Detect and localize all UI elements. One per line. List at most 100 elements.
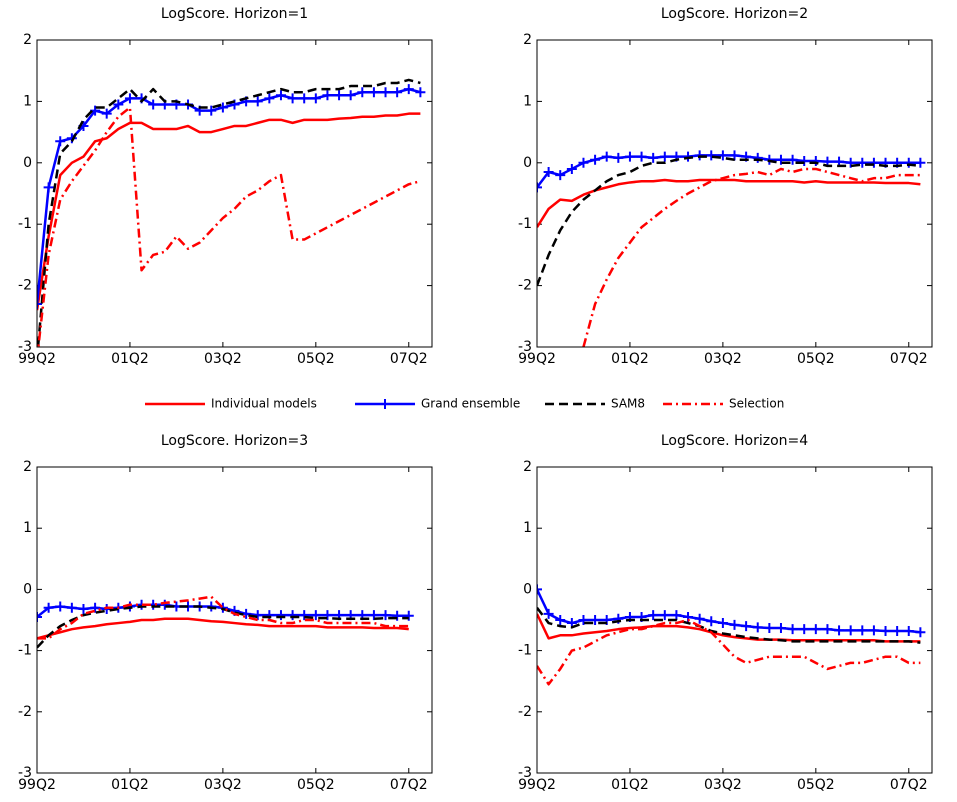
- series-marker: [252, 96, 263, 107]
- y-tick-label: 1: [23, 520, 32, 536]
- series-marker: [37, 611, 42, 622]
- x-tick-label: 99Q2: [518, 351, 556, 367]
- series-marker: [845, 625, 856, 636]
- series-marker: [543, 167, 554, 178]
- x-tick-label: 07Q2: [890, 351, 928, 367]
- series-marker: [659, 151, 670, 162]
- series-marker: [206, 105, 217, 116]
- y-tick-label: 0: [23, 581, 32, 597]
- series-marker: [636, 151, 647, 162]
- series-line: [537, 588, 921, 634]
- series-marker: [648, 610, 659, 621]
- series-marker: [868, 625, 879, 636]
- series-marker: [310, 93, 321, 104]
- series-marker: [892, 626, 903, 637]
- series-marker: [264, 93, 275, 104]
- series-line: [537, 155, 921, 287]
- series-marker: [555, 615, 566, 625]
- series-marker: [322, 90, 333, 101]
- x-tick-label: 99Q2: [18, 351, 56, 367]
- y-tick-label: 1: [523, 93, 532, 109]
- series-marker: [717, 150, 728, 161]
- x-tick-label: 03Q2: [704, 777, 742, 793]
- series-marker: [857, 625, 868, 636]
- series-marker: [752, 152, 763, 163]
- series-line: [37, 78, 421, 347]
- series-line: [537, 613, 921, 643]
- series-line: [37, 87, 421, 305]
- x-tick-label: 07Q2: [390, 777, 428, 793]
- plot-area: [37, 78, 426, 347]
- series-marker: [915, 157, 926, 168]
- series-marker: [55, 601, 66, 612]
- series-marker: [299, 610, 310, 621]
- series-marker: [113, 99, 124, 110]
- series-marker: [299, 93, 310, 104]
- series-marker: [834, 625, 845, 636]
- legend-label: Individual models: [211, 397, 317, 411]
- y-tick-label: 2: [523, 459, 532, 475]
- axes-box: [536, 39, 933, 348]
- series-marker: [415, 87, 426, 98]
- axes-box: [36, 39, 433, 348]
- series-marker: [799, 155, 810, 166]
- series-marker: [857, 157, 868, 168]
- x-tick-label: 01Q2: [611, 351, 649, 367]
- series-marker: [37, 299, 42, 310]
- series-marker: [717, 618, 728, 629]
- series-marker: [537, 182, 542, 193]
- series-marker: [43, 182, 54, 193]
- plot-area: [537, 150, 926, 347]
- series-marker: [55, 136, 66, 147]
- series-marker: [764, 622, 775, 633]
- series-marker: [775, 622, 786, 633]
- series-marker: [334, 90, 345, 101]
- y-tick-label: -2: [18, 704, 32, 720]
- series-marker: [392, 87, 403, 98]
- x-tick-label: 03Q2: [204, 351, 242, 367]
- plot-area: [537, 584, 926, 686]
- series-marker: [752, 622, 763, 633]
- series-marker: [903, 626, 914, 637]
- y-tick-label: -3: [18, 339, 32, 355]
- series-marker: [799, 624, 810, 635]
- y-tick-label: -1: [18, 643, 32, 659]
- series-marker: [787, 154, 798, 165]
- series-marker: [903, 157, 914, 168]
- series-marker: [659, 610, 670, 621]
- x-tick-label: 01Q2: [611, 777, 649, 793]
- x-tick-label: 05Q2: [297, 351, 335, 367]
- y-tick-label: -2: [18, 278, 32, 294]
- x-tick-label: 03Q2: [704, 351, 742, 367]
- series-marker: [345, 90, 356, 101]
- series-marker: [287, 610, 298, 621]
- y-tick-label: 2: [23, 459, 32, 475]
- series-marker: [380, 87, 391, 98]
- series-marker: [264, 610, 275, 621]
- series-line: [537, 178, 921, 228]
- series-marker: [252, 610, 263, 621]
- x-tick-label: 05Q2: [297, 777, 335, 793]
- series-line: [37, 595, 409, 640]
- y-tick-label: 2: [23, 32, 32, 48]
- series-marker: [775, 154, 786, 165]
- series-marker: [322, 610, 333, 621]
- x-tick-label: 07Q2: [890, 777, 928, 793]
- series-marker: [66, 602, 77, 613]
- y-tick-label: 0: [523, 155, 532, 171]
- y-tick-label: 1: [23, 93, 32, 109]
- series-marker: [537, 584, 542, 595]
- y-tick-label: -2: [518, 704, 532, 720]
- series-marker: [868, 157, 879, 168]
- series-marker: [275, 90, 286, 101]
- series-marker: [148, 99, 159, 110]
- legend-label: SAM8: [611, 397, 645, 411]
- series-marker: [880, 626, 891, 637]
- series-marker: [217, 102, 228, 113]
- series-marker: [613, 152, 624, 163]
- x-tick-label: 99Q2: [518, 777, 556, 793]
- x-tick-label: 07Q2: [390, 351, 428, 367]
- y-tick-label: 1: [523, 520, 532, 536]
- series-line: [537, 154, 921, 189]
